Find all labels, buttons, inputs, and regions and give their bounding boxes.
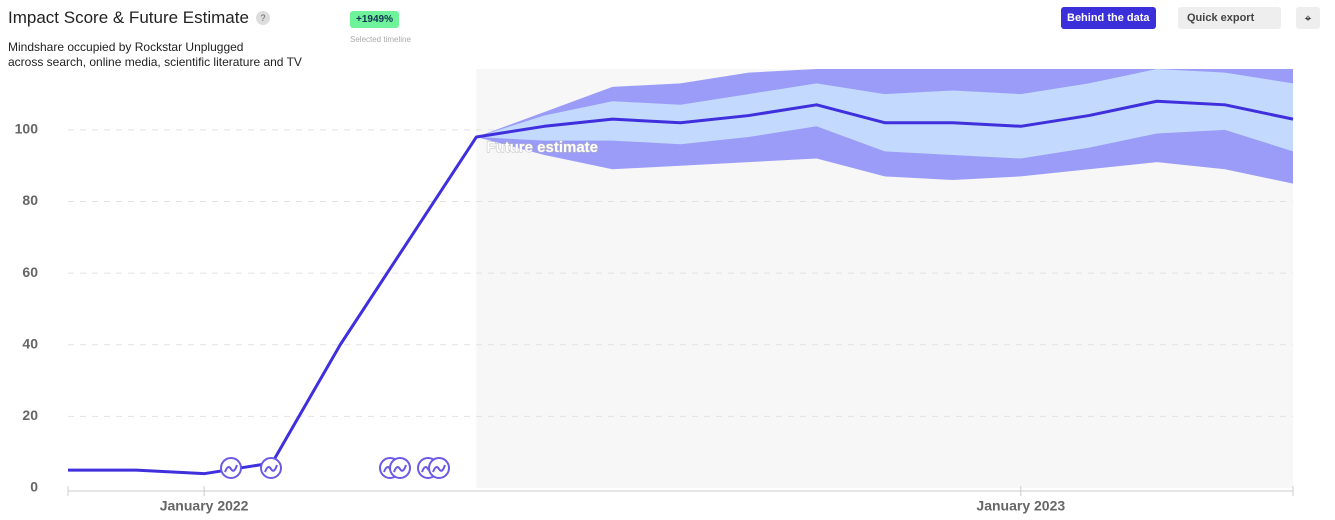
growth-badge: +1949% [350,11,399,28]
subtitle: across search, online media, scientific … [8,55,302,69]
y-tick-label: 20 [22,407,38,423]
behind-data-button[interactable]: Behind the data [1061,7,1156,29]
badge-caption: Selected timeline [350,35,411,44]
estimate-band [476,69,1293,159]
y-tick-label: 0 [30,479,38,495]
title: Impact Score & Future Estimate [8,8,249,27]
x-tick-label: January 2023 [976,498,1065,514]
help-icon[interactable]: ? [256,11,270,25]
y-tick-label: 80 [22,192,38,208]
subtitle: Mindshare occupied by Rockstar Unplugged [8,40,244,54]
event-icon-glyph [432,464,446,473]
x-tick-label: January 2022 [160,498,249,514]
export-button[interactable]: Quick export [1178,7,1281,29]
y-tick-label: 40 [22,335,38,351]
event-icon-glyph [393,464,407,473]
y-tick-label: 100 [15,121,39,137]
event-icon-glyph [264,464,278,473]
annotation: Future estimate [486,139,598,156]
y-tick-label: 60 [22,264,38,280]
pin-button[interactable]: ⌖ [1296,7,1320,29]
event-icon-glyph [224,464,238,473]
